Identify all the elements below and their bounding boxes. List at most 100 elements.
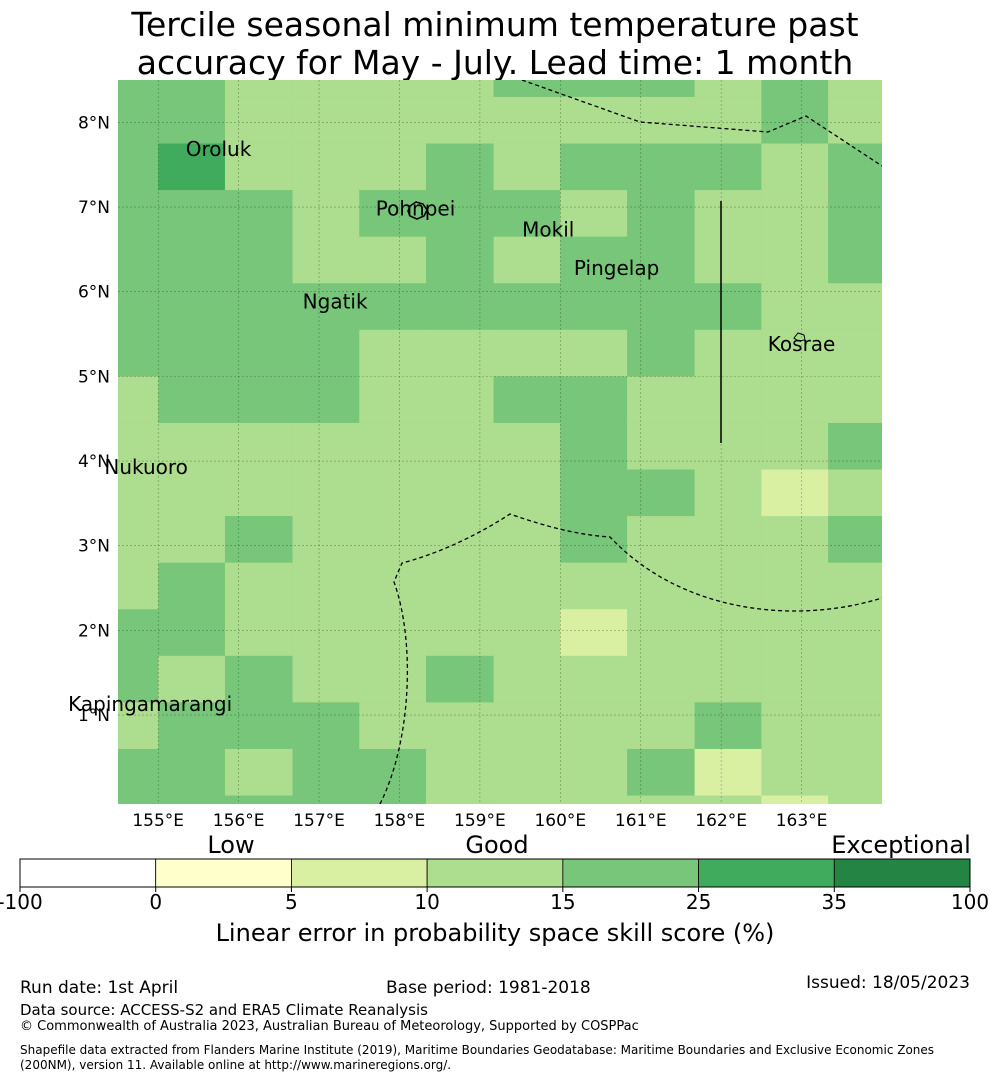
grid-cell	[292, 609, 360, 657]
title-line-1: Tercile seasonal minimum temperature pas…	[131, 5, 859, 44]
category-exceptional: Exceptional	[831, 831, 971, 859]
latitude-tick-labels: 8°N 7°N 6°N 5°N 4°N 3°N 2°N 1°N	[78, 113, 110, 726]
grid-cell	[560, 236, 628, 284]
grid-cell	[627, 329, 696, 377]
grid-cell	[426, 748, 495, 797]
grid-cell	[828, 702, 882, 750]
grid-cell	[493, 655, 561, 703]
place-label: Oroluk	[186, 137, 252, 161]
kosrae-island-outline	[793, 332, 806, 342]
colorbar-segment	[155, 858, 292, 888]
grid-cell	[694, 748, 762, 797]
grid-cell	[118, 236, 159, 284]
grid-cell	[560, 655, 628, 703]
grid-cell	[761, 236, 829, 284]
run-date: Run date: 1st April	[20, 978, 179, 998]
grid-cell	[118, 655, 159, 703]
grid-cell	[761, 422, 829, 471]
grid-cell	[118, 143, 159, 191]
grid-cell	[359, 469, 427, 517]
grid-cell	[761, 516, 829, 564]
grid-cell	[292, 96, 360, 145]
grid-cell	[694, 702, 762, 750]
grid-cell	[292, 562, 360, 610]
grid-cell	[224, 795, 294, 804]
grid-cell	[292, 190, 360, 238]
grid-cell	[224, 96, 294, 145]
grid-cell	[694, 609, 762, 657]
grid-cell	[292, 702, 360, 750]
lon-tick-label: 163°E	[776, 811, 828, 831]
grid-cell	[158, 329, 226, 377]
lat-tick-label: 7°N	[78, 198, 110, 218]
grid-cell	[493, 80, 561, 98]
colorbar-tick-label: 15	[550, 890, 575, 914]
grid-cell	[627, 748, 696, 797]
colorbar-tick-label: 25	[686, 890, 711, 914]
colorbar-segment	[19, 858, 157, 888]
grid-cell	[158, 516, 226, 564]
grid-cell	[158, 702, 226, 750]
grid-cell	[426, 702, 495, 750]
grid-cell	[828, 562, 882, 610]
grid-cell	[158, 562, 226, 610]
grid-cell	[828, 609, 882, 657]
title-line-2: accuracy for May - July. Lead time: 1 mo…	[136, 43, 854, 82]
grid-cell	[694, 190, 762, 238]
grid-cell	[426, 329, 495, 377]
grid-cell	[359, 655, 427, 703]
grid-cell	[828, 469, 882, 517]
grid-cell	[224, 516, 294, 564]
grid-cell	[118, 96, 159, 145]
grid-cell	[426, 190, 495, 238]
grid-cell	[359, 516, 427, 564]
grid-cell	[828, 376, 882, 424]
grid-cell	[828, 143, 882, 191]
grid-cell	[761, 80, 829, 98]
grid-cell	[359, 376, 427, 424]
lon-tick-label: 158°E	[374, 811, 426, 831]
place-label: Ngatik	[303, 290, 368, 314]
grid-cell	[426, 422, 495, 471]
grid-cell	[224, 80, 294, 98]
grid-cell	[828, 190, 882, 238]
grid-cell	[359, 96, 427, 145]
grid-cell	[158, 283, 226, 331]
grid-cell	[224, 236, 294, 284]
lon-tick-label: 156°E	[213, 811, 265, 831]
grid-cell	[426, 469, 495, 517]
issued-date: Issued: 18/05/2023	[806, 973, 970, 993]
place-label: Kapingamarangi	[68, 692, 232, 716]
grid-cell	[426, 655, 495, 703]
grid-cell	[118, 329, 159, 377]
grid-cell	[426, 609, 495, 657]
grid-cell	[627, 190, 696, 238]
grid-cell	[292, 329, 360, 377]
grid-cell	[158, 96, 226, 145]
grid-cell	[493, 329, 561, 377]
grid-cell	[292, 795, 360, 804]
lon-tick-label: 157°E	[293, 811, 345, 831]
grid-cell	[359, 702, 427, 750]
grid-cell	[627, 516, 696, 564]
grid-cell	[828, 516, 882, 564]
grid-cell	[694, 329, 762, 377]
grid-cell	[761, 143, 829, 191]
grid-cell	[118, 702, 159, 750]
grid-cell	[627, 283, 696, 331]
grid-cell	[828, 96, 882, 145]
grid-cell	[493, 469, 561, 517]
grid-cell	[560, 96, 628, 145]
grid-cell	[158, 795, 226, 804]
grid-cell	[627, 80, 696, 98]
lon-tick-label: 160°E	[534, 811, 586, 831]
grid-cell	[761, 655, 829, 703]
grid-cell	[292, 80, 360, 98]
grid-cell	[560, 190, 628, 238]
lon-tick-label: 161°E	[615, 811, 667, 831]
grid-cell	[118, 469, 159, 517]
grid-cell	[158, 609, 226, 657]
grid-cell	[627, 562, 696, 610]
grid-cell	[828, 80, 882, 98]
grid-cell	[560, 748, 628, 797]
